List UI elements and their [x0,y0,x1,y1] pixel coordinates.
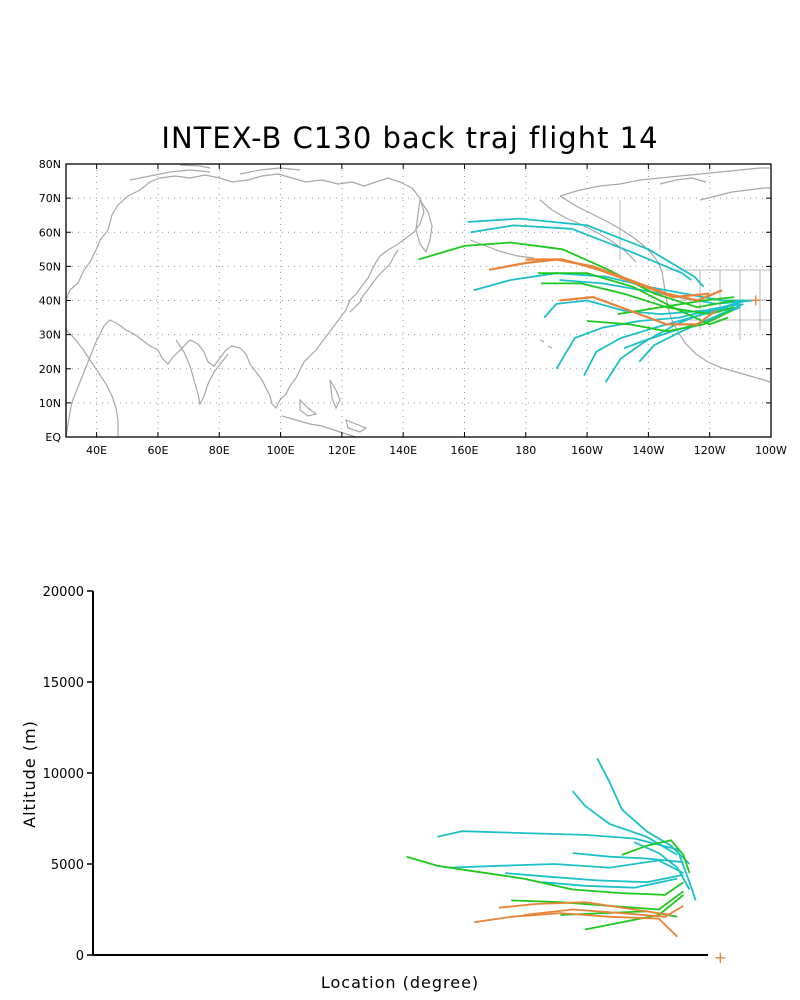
trajectory-cyan [604,303,741,383]
map-trajectories: + [418,217,762,383]
lat-tick-label: 20N [39,363,61,376]
lat-tick-label: 60N [39,226,61,239]
lat-tick-label: 40N [39,295,61,308]
coastlines [65,164,771,438]
lat-tick-label: 10N [39,397,61,410]
lat-tick-label: 80N [39,158,61,171]
trajectory-cyan [543,299,741,319]
altitude-trajectory-cyan [596,757,691,865]
trajectory-cyan [638,303,744,363]
altitude-trajectory-cyan [541,877,678,889]
lon-tick-label: 40E [86,444,107,457]
chart-title: INTEX-B C130 back traj flight 14 [161,121,658,155]
trajectory-orange [525,258,710,299]
lon-tick-label: 100W [755,444,787,457]
altitude-trajectory-green [621,839,691,874]
altitude-trajectory-orange [523,905,684,918]
map-frame [65,163,772,438]
altitude-tick-label: 5000 [51,858,84,873]
lon-tick-label: 100E [267,444,295,457]
altitude-ylabel: Altitude (m) [20,720,39,828]
altitude-trajectory-cyan [449,859,684,874]
lat-tick-label: EQ [45,431,61,444]
altitude-trajectory-cyan [633,841,691,890]
lon-tick-label: 60E [147,444,168,457]
lon-tick-label: 120W [694,444,726,457]
end-marker: + [749,291,762,310]
altitude-tick-label: 0 [76,949,84,964]
lon-tick-label: 160E [451,444,479,457]
lon-tick-label: 180 [515,444,536,457]
trajectory-green [418,241,735,309]
lon-tick-label: 160W [571,444,603,457]
altitude-end-marker: + [714,948,727,967]
lat-tick-label: 70N [39,192,61,205]
altitude-xlabel: Location (degree) [321,973,479,992]
altitude-trajectories: + [406,757,727,967]
altitude-trajectory-green [406,855,684,896]
lat-tick-label: 50N [39,260,61,273]
map-axis-ticks: EQ 10N 20N 30N 40N 50N 60N 70N 80N 40E 60E 80E 100E 1… [39,158,787,457]
trajectory-green [617,296,735,315]
lon-tick-label: 80E [209,444,230,457]
altitude-tick-label: 15000 [43,676,84,691]
lon-tick-label: 120E [328,444,356,457]
altitude-tick-label: 10000 [43,767,84,782]
altitude-trajectory-cyan [572,852,684,864]
trajectory-orange [559,296,717,326]
trajectory-green [538,272,729,326]
lat-tick-label: 30N [39,329,61,342]
map-gridlines [66,164,772,437]
trajectory-green [587,309,732,333]
lon-tick-label: 140E [389,444,417,457]
altitude-tick-label: 20000 [43,585,84,600]
altitude-trajectory-cyan [437,830,697,901]
altitude-trajectory-orange [498,901,672,916]
trajectory-cyan [467,217,705,288]
altitude-trajectory-cyan [572,790,678,856]
altitude-trajectory-orange [474,912,678,938]
altitude-trajectory-cyan [505,872,684,884]
altitude-axes: 0 5000 10000 15000 20000 [43,585,708,964]
trajectory-cyan [470,224,692,281]
lon-tick-label: 140W [632,444,664,457]
